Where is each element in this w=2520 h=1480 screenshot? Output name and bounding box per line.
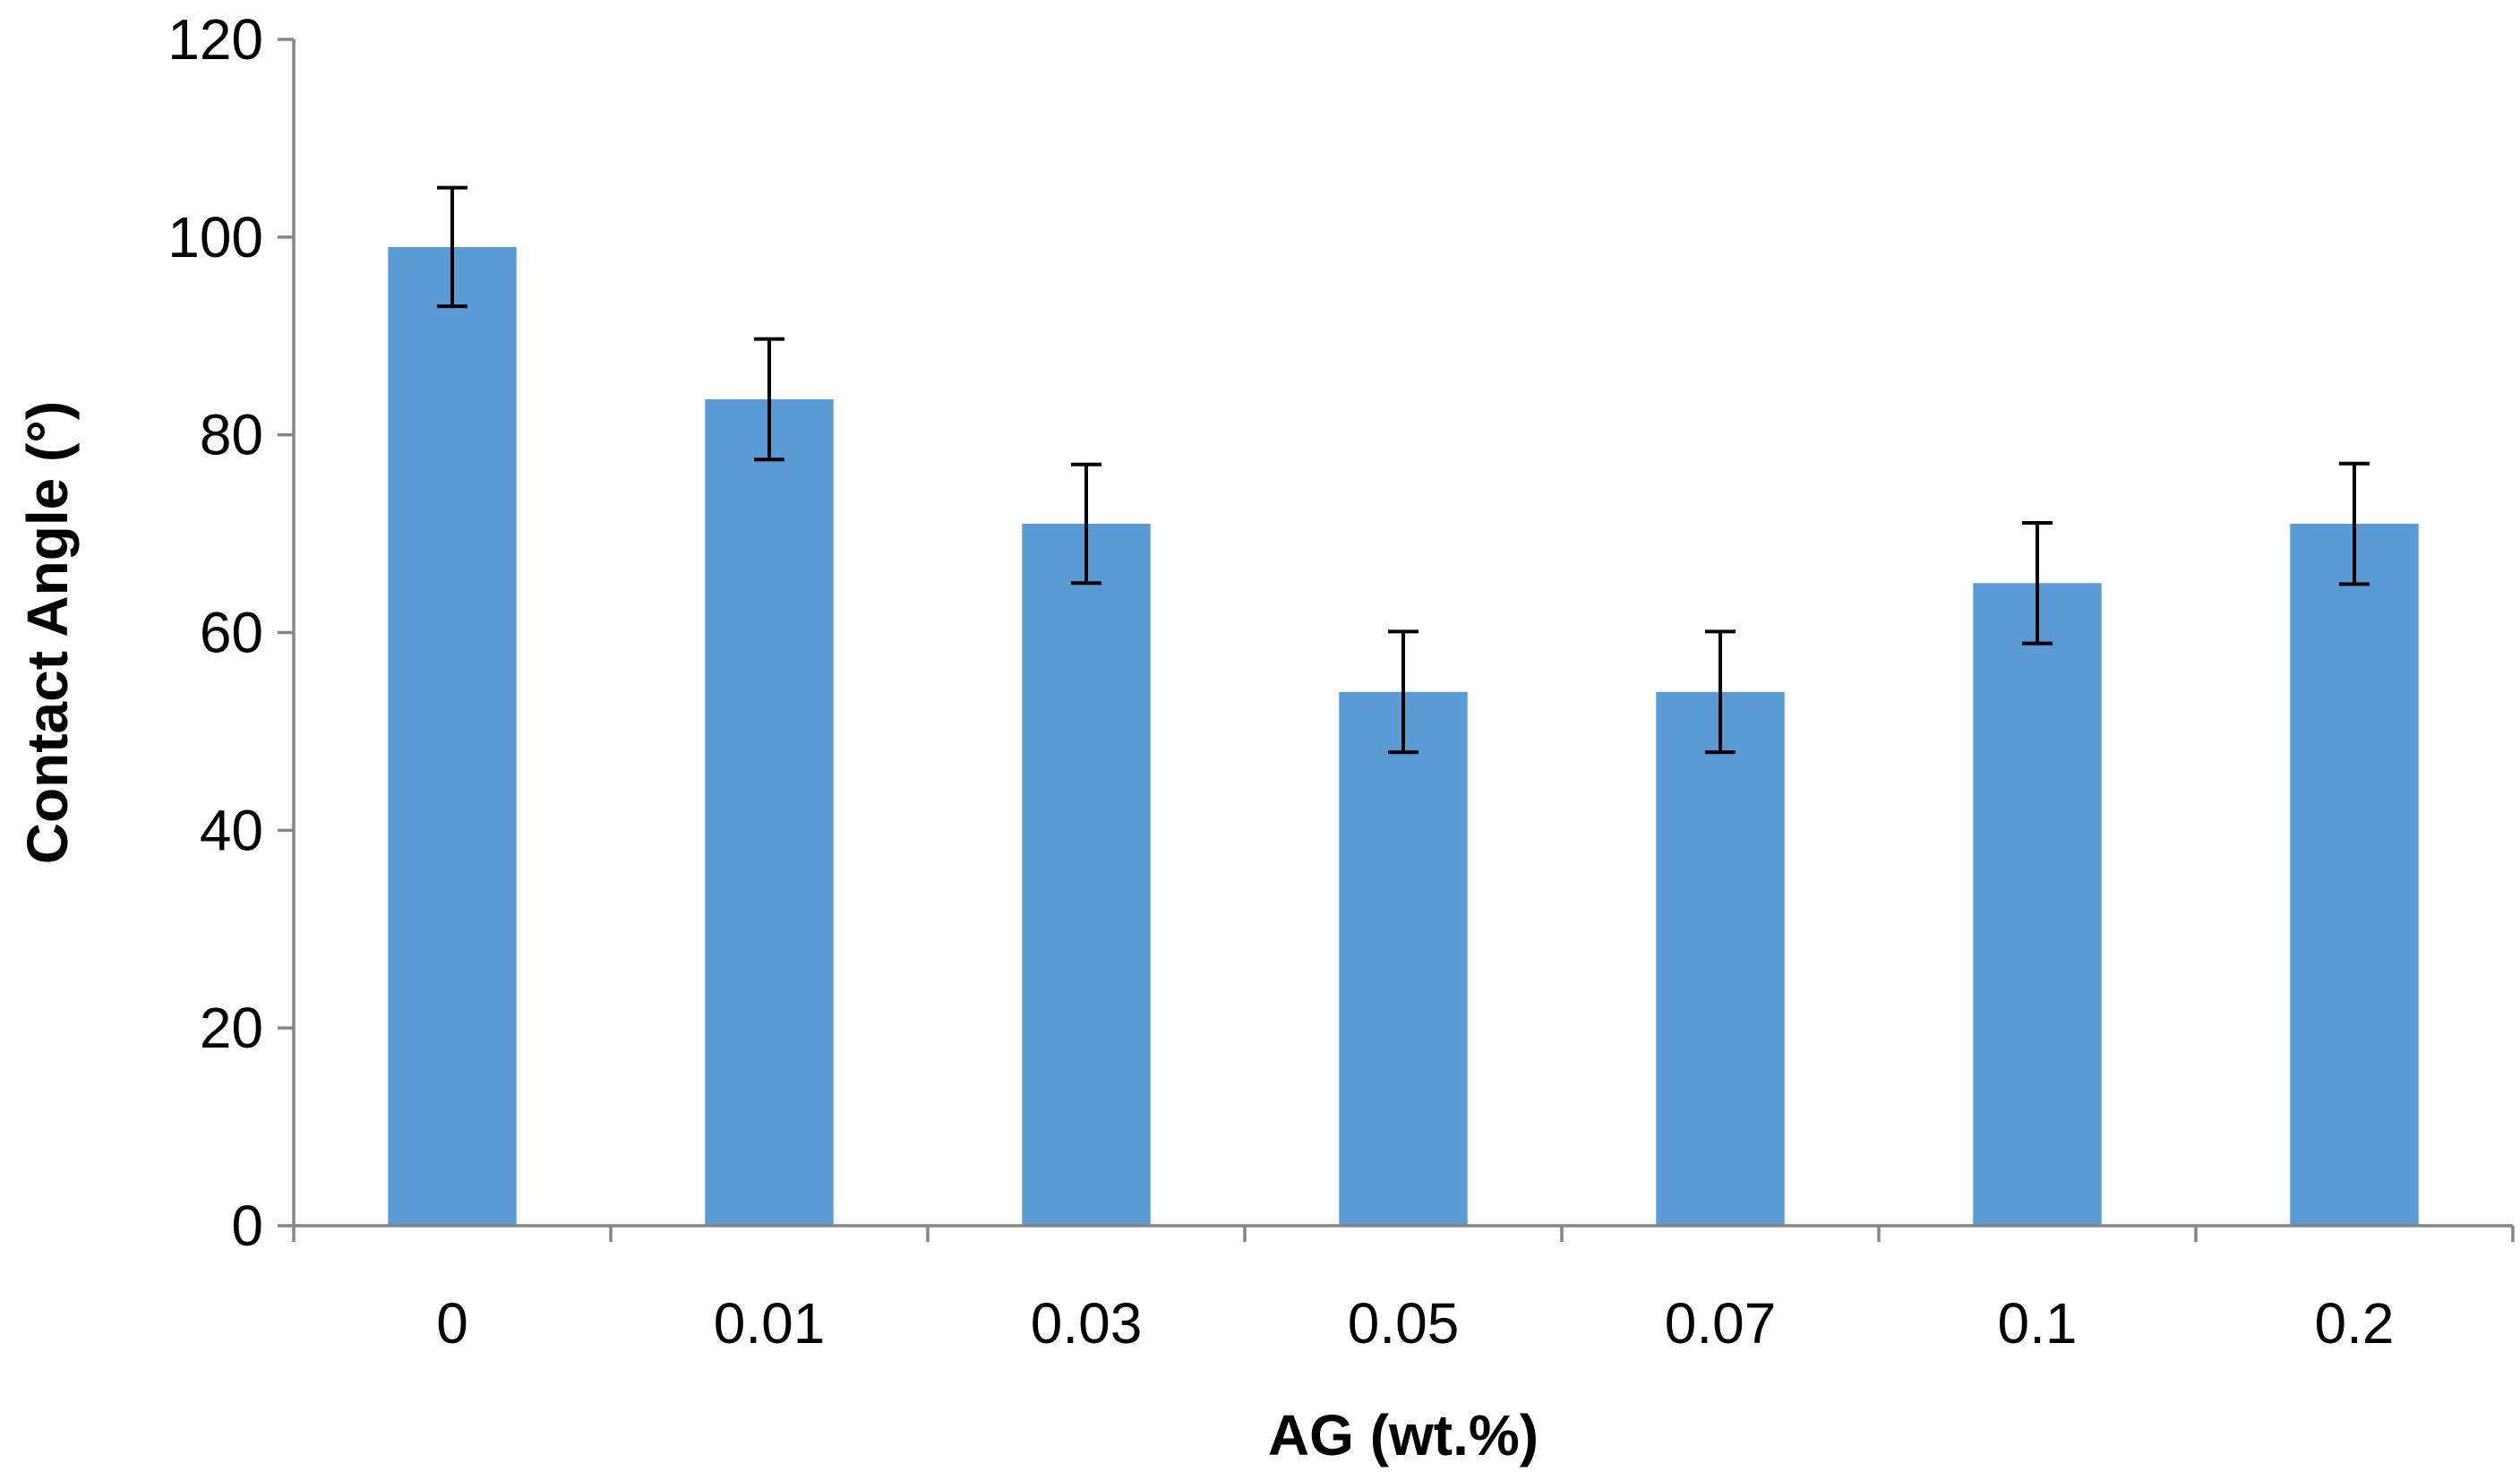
y-tick-label-0: 0 [231, 1193, 263, 1258]
axes-group [278, 38, 2515, 1242]
bars-group [388, 246, 2419, 1227]
y-tick-label-20: 20 [200, 996, 263, 1060]
y-tick-label-80: 80 [200, 403, 263, 467]
x-tick-labels-group: 0 0.01 0.03 0.05 0.07 0.1 0.2 [436, 1291, 2394, 1356]
x-tick-label-0: 0 [436, 1291, 468, 1356]
x-tick-label-0.05: 0.05 [1348, 1291, 1460, 1356]
x-axis-title: AG (wt.%) [1268, 1403, 1539, 1467]
y-tick-label-100: 100 [167, 205, 263, 269]
bar-0.1 [1973, 583, 2102, 1226]
y-tick-label-60: 60 [200, 601, 263, 665]
x-tick-label-0.1: 0.1 [1998, 1291, 2078, 1356]
bar-0.01 [705, 398, 834, 1226]
x-tick-label-0.2: 0.2 [2315, 1291, 2395, 1356]
y-tick-label-120: 120 [167, 7, 263, 72]
y-tick-labels-group: 0 20 40 60 80 100 120 [167, 7, 263, 1258]
x-tick-label-0.03: 0.03 [1031, 1291, 1143, 1356]
bar-0.2 [2290, 524, 2419, 1226]
bar-0.07 [1656, 691, 1785, 1227]
y-tick-label-40: 40 [200, 798, 263, 862]
bar-0.03 [1022, 524, 1151, 1226]
bar-0.05 [1339, 691, 1468, 1227]
x-tick-label-0.07: 0.07 [1665, 1291, 1777, 1356]
error-bars-group [437, 185, 2370, 755]
bar-0 [388, 246, 517, 1226]
y-axis-title: Contact Angle (°) [15, 401, 80, 864]
x-tick-label-0.01: 0.01 [714, 1291, 826, 1356]
